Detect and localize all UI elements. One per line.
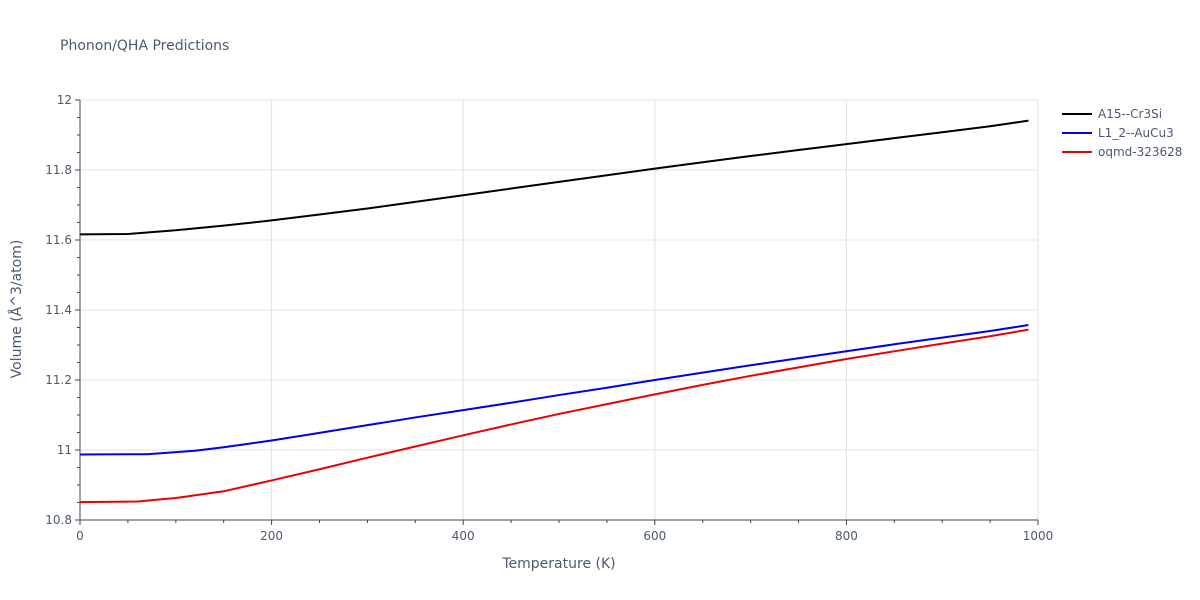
y-tick-label: 11.2 [45, 373, 72, 387]
x-tick-label: 400 [452, 529, 475, 543]
chart-title: Phonon/QHA Predictions [60, 38, 229, 54]
x-tick-label: 0 [76, 529, 84, 543]
x-tick-label: 800 [835, 529, 858, 543]
legend-item[interactable]: L1_2--AuCu3 [1062, 126, 1174, 140]
y-tick-label: 11.6 [45, 233, 72, 247]
series-line-3 [79, 328, 1029, 504]
legend-label: A15--Cr3Si [1098, 107, 1162, 121]
x-axis-title: Temperature (K) [501, 556, 615, 572]
legend-item[interactable]: A15--Cr3Si [1062, 107, 1162, 121]
legend-label: oqmd-323628 [1098, 145, 1182, 159]
y-axis-title: Volume (Å^3/atom) [8, 240, 25, 379]
x-tick-label: 200 [260, 529, 283, 543]
y-tick-label: 11.8 [45, 163, 72, 177]
series-lines [79, 119, 1029, 504]
y-tick-label: 11 [57, 443, 72, 457]
legend-label: L1_2--AuCu3 [1098, 126, 1174, 140]
y-tick-label: 10.8 [45, 513, 72, 527]
y-tick-label: 12 [57, 93, 72, 107]
series-line-2 [79, 324, 1029, 456]
x-tick-label: 1000 [1023, 529, 1054, 543]
legend-item[interactable]: oqmd-323628 [1062, 145, 1182, 159]
axes: 0 200 400 600 800 1000 10.8 11 11.2 11.4 11.6 11.8 1… [45, 93, 1053, 543]
legend[interactable]: A15--Cr3Si L1_2--AuCu3 oqmd-323628 [1062, 107, 1182, 159]
y-tick-label: 11.4 [45, 303, 72, 317]
x-tick-label: 600 [643, 529, 666, 543]
series-line-1 [79, 119, 1029, 236]
grid [80, 99, 1039, 521]
